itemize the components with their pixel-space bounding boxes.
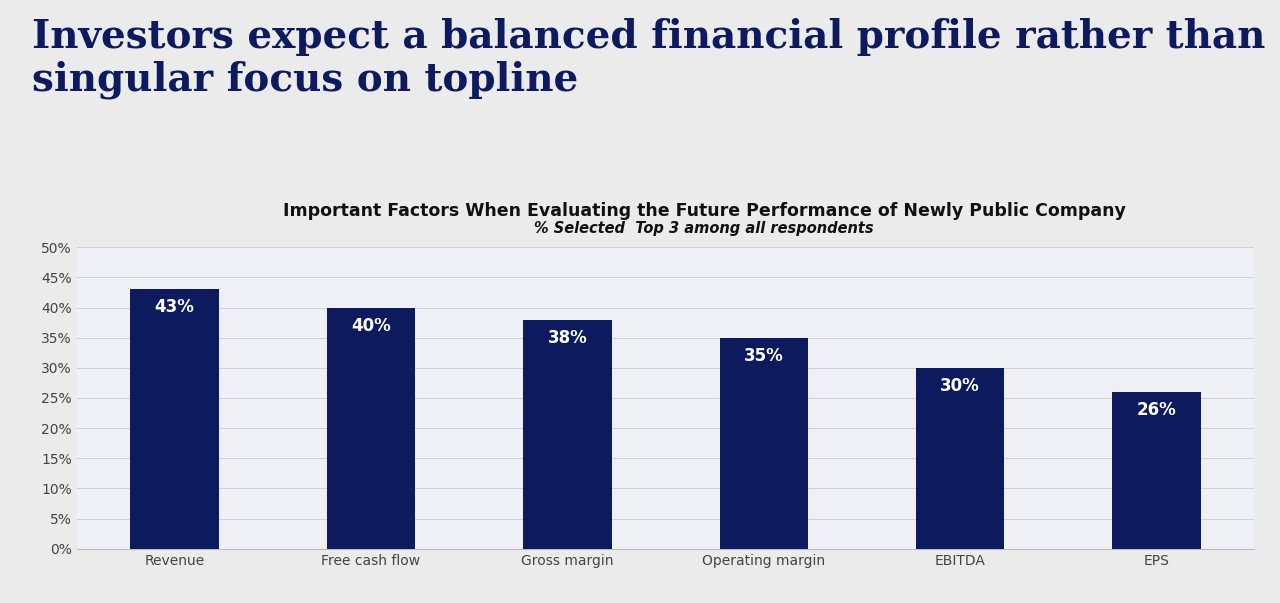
Text: 43%: 43% xyxy=(155,298,195,317)
Text: 26%: 26% xyxy=(1137,401,1176,419)
Text: 35%: 35% xyxy=(744,347,783,365)
Bar xyxy=(916,368,1005,549)
Bar xyxy=(326,308,415,549)
Text: Investors expect a balanced financial profile rather than a
singular focus on to: Investors expect a balanced financial pr… xyxy=(32,18,1280,99)
Text: Important Factors When Evaluating the Future Performance of Newly Public Company: Important Factors When Evaluating the Fu… xyxy=(283,202,1125,220)
Text: 40%: 40% xyxy=(351,317,390,335)
Text: 30%: 30% xyxy=(941,377,980,395)
Bar xyxy=(131,289,219,549)
Text: 38%: 38% xyxy=(548,329,588,347)
Text: % Selected  Top 3 among all respondents: % Selected Top 3 among all respondents xyxy=(534,221,874,236)
Bar xyxy=(524,320,612,549)
Bar xyxy=(1112,392,1201,549)
Bar xyxy=(719,338,808,549)
